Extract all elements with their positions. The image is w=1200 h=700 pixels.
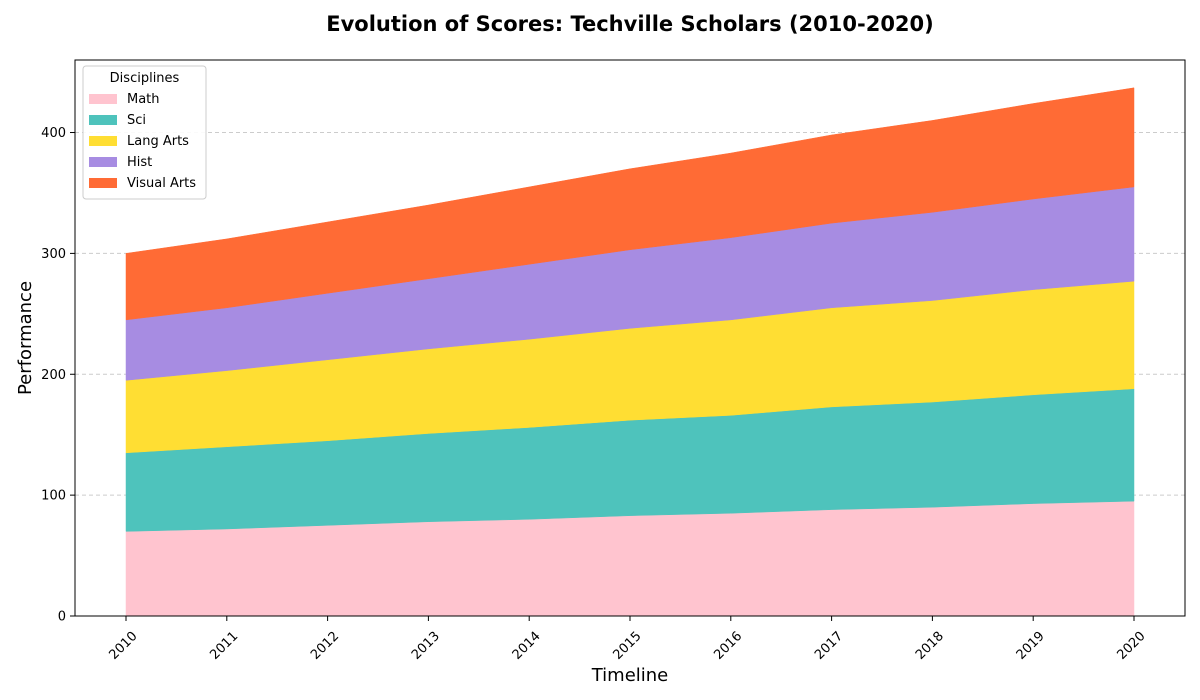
area-series xyxy=(125,87,1135,617)
x-tick-label: 2012 xyxy=(308,629,342,663)
legend-swatch-math xyxy=(89,94,117,104)
x-tick-label: 2011 xyxy=(207,629,241,663)
x-tick-label: 2014 xyxy=(510,629,544,663)
y-tick-label: 100 xyxy=(41,489,66,504)
x-tick-label: 2010 xyxy=(107,629,141,663)
y-tick-label: 0 xyxy=(58,610,66,625)
legend-label-lang-arts: Lang Arts xyxy=(127,134,189,149)
y-tick-label: 200 xyxy=(41,368,66,383)
legend: Disciplines Math Sci Lang Arts Hist Visual A… xyxy=(82,65,207,200)
x-tick-label: 2016 xyxy=(711,629,745,663)
x-tick-label: 2015 xyxy=(611,629,645,663)
x-tick-label: 2018 xyxy=(913,629,947,663)
legend-label-visual-arts: Visual Arts xyxy=(127,176,196,191)
legend-swatch-lang-arts xyxy=(89,136,117,146)
x-tick-label: 2017 xyxy=(812,629,846,663)
legend-title: Disciplines xyxy=(110,71,180,86)
legend-swatch-hist xyxy=(89,157,117,167)
legend-label-math: Math xyxy=(127,92,160,107)
x-tick-label: 2020 xyxy=(1115,629,1149,663)
y-tick-label: 300 xyxy=(41,247,66,262)
legend-label-hist: Hist xyxy=(127,155,152,170)
area-visual-arts xyxy=(125,87,1135,321)
x-axis-label: Timeline xyxy=(591,665,669,686)
chart-title: Evolution of Scores: Techville Scholars … xyxy=(326,12,934,36)
x-tick-label: 2019 xyxy=(1014,629,1048,663)
legend-swatch-sci xyxy=(89,115,117,125)
y-tick-label: 400 xyxy=(41,126,66,141)
y-axis: 0 100 200 300 400 xyxy=(41,126,75,625)
x-tick-label: 2013 xyxy=(409,629,443,663)
legend-swatch-visual-arts xyxy=(89,178,117,188)
legend-label-sci: Sci xyxy=(127,113,146,128)
x-axis: 2010 2011 2012 2013 2014 2015 2016 2017 2018 2019… xyxy=(107,616,1149,663)
y-axis-label: Performance xyxy=(15,281,36,395)
